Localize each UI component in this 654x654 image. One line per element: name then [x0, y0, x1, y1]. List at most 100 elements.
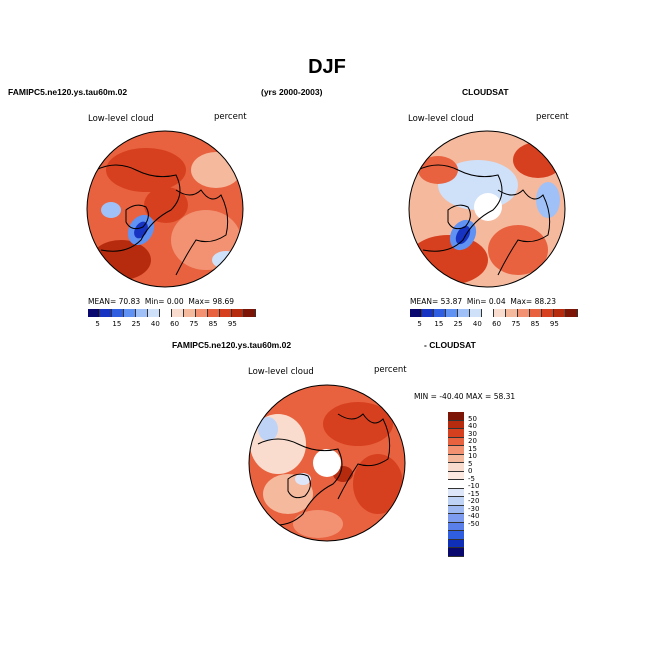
panel2-variable-label: Low-level cloud — [408, 114, 474, 124]
colorbar-swatch — [434, 309, 446, 317]
colorbar-swatch — [100, 309, 112, 317]
colorbar-swatch — [232, 309, 244, 317]
diff-colorbar-tick-label: -15 — [468, 489, 480, 498]
diff-colorbar-tick-label: -20 — [468, 497, 480, 506]
panel1-colorbar-ticks: 5 15 25 40 60 75 85 95 — [88, 318, 242, 330]
diff-colorbar-swatch — [448, 480, 464, 489]
diff-colorbar-tick-label: -10 — [468, 482, 480, 491]
diff-colorbar-swatch — [448, 420, 464, 430]
panel1-polar-map — [86, 130, 244, 288]
diff-colorbar-swatch — [448, 505, 464, 515]
diff-colorbar-swatch — [448, 471, 464, 481]
panel3-units-label: percent — [374, 365, 407, 375]
colorbar-swatch — [160, 309, 172, 317]
panel2-colorbar-ticks: 5 15 25 40 60 75 85 95 — [410, 318, 564, 330]
panel2-polar-map — [408, 130, 566, 288]
panel3-polar-map — [248, 384, 406, 542]
colorbar-tick-label: 40 — [472, 320, 482, 328]
diff-colorbar-swatch — [448, 437, 464, 447]
panel1-colorbar — [88, 309, 256, 317]
diff-colorbar-tick-label: -5 — [468, 474, 475, 483]
colorbar-tick-label: 75 — [189, 320, 199, 328]
colorbar-swatch — [88, 309, 100, 317]
colorbar-swatch — [446, 309, 458, 317]
years-label: (yrs 2000-2003) — [261, 87, 323, 97]
panel1-stats: MEAN= 70.83 Min= 0.00 Max= 98.69 — [88, 297, 235, 306]
diff-colorbar-swatch — [448, 514, 464, 523]
panel2-colorbar — [410, 309, 578, 317]
model-case-label: FAMIPC5.ne120.ys.tau60m.02 — [8, 87, 128, 97]
colorbar-swatch — [112, 309, 124, 317]
colorbar-tick-label: 75 — [511, 320, 521, 328]
diff-colorbar-tick-label: -50 — [468, 519, 480, 528]
colorbar-tick-label: 40 — [150, 320, 160, 328]
panel1-variable-label: Low-level cloud — [88, 114, 154, 124]
diff-colorbar-ticks: 50 40 30 20 15 10 5 0 -5 -10 -15 -20 -30 -40 -50 — [468, 412, 498, 542]
colorbar-swatch — [506, 309, 518, 317]
colorbar-swatch — [220, 309, 232, 317]
panel1-units-label: percent — [214, 112, 247, 122]
colorbar-tick-label: 5 — [417, 320, 422, 328]
diff-colorbar-tick-label: 20 — [468, 437, 477, 446]
colorbar-tick-label: 85 — [530, 320, 540, 328]
diff-colorbar-tick-label: 10 — [468, 452, 477, 461]
colorbar-swatch — [458, 309, 470, 317]
diff-colorbar-swatch — [448, 446, 464, 455]
colorbar-swatch — [566, 309, 578, 317]
colorbar-tick-label: 60 — [492, 320, 502, 328]
diff-colorbar-tick-label: -30 — [468, 504, 480, 513]
diff-model-label: FAMIPC5.ne120.ys.tau60m.02 — [172, 340, 292, 350]
diff-colorbar-swatch — [448, 454, 464, 464]
colorbar-swatch — [184, 309, 196, 317]
colorbar-tick-label: 85 — [208, 320, 218, 328]
diff-colorbar-swatch — [448, 497, 464, 506]
diff-colorbar-swatch — [448, 539, 464, 549]
obs-case-label: CLOUDSAT — [462, 87, 509, 97]
diff-colorbar-tick-label: 0 — [468, 467, 473, 476]
colorbar-tick-label: 95 — [227, 320, 237, 328]
colorbar-swatch — [124, 309, 136, 317]
diff-colorbar — [448, 412, 464, 557]
colorbar-swatch — [530, 309, 542, 317]
colorbar-swatch — [518, 309, 530, 317]
diff-colorbar-tick-label: 30 — [468, 429, 477, 438]
panel2-stats: MEAN= 53.87 Min= 0.04 Max= 88.23 — [410, 297, 557, 306]
diff-colorbar-tick-label: 15 — [468, 444, 477, 453]
panel3-minmax: MIN = -40.40 MAX = 58.31 — [414, 392, 516, 401]
diff-colorbar-swatch — [448, 531, 464, 540]
page-title: DJF — [308, 56, 346, 78]
colorbar-swatch — [196, 309, 208, 317]
colorbar-swatch — [208, 309, 220, 317]
diff-colorbar-tick-label: 50 — [468, 414, 477, 423]
diff-colorbar-swatch — [448, 463, 464, 472]
colorbar-swatch — [470, 309, 482, 317]
colorbar-swatch — [148, 309, 160, 317]
colorbar-swatch — [422, 309, 434, 317]
colorbar-swatch — [482, 309, 494, 317]
colorbar-tick-label: 5 — [95, 320, 100, 328]
colorbar-tick-label: 60 — [170, 320, 180, 328]
diff-colorbar-swatch — [448, 488, 464, 498]
diff-colorbar-swatch — [448, 548, 464, 557]
colorbar-tick-label: 25 — [131, 320, 141, 328]
colorbar-swatch — [410, 309, 422, 317]
colorbar-swatch — [494, 309, 506, 317]
colorbar-tick-label: 95 — [549, 320, 559, 328]
colorbar-swatch — [542, 309, 554, 317]
colorbar-swatch — [244, 309, 256, 317]
colorbar-tick-label: 15 — [434, 320, 444, 328]
diff-colorbar-tick-label: 5 — [468, 459, 473, 468]
diff-colorbar-swatch — [448, 429, 464, 438]
diff-colorbar-swatch — [448, 412, 464, 421]
diff-colorbar-swatch — [448, 522, 464, 532]
diff-colorbar-tick-label: -40 — [468, 512, 480, 521]
diff-obs-label: - CLOUDSAT — [424, 340, 476, 350]
colorbar-swatch — [554, 309, 566, 317]
colorbar-tick-label: 15 — [112, 320, 122, 328]
diff-colorbar-tick-label: 40 — [468, 422, 477, 431]
panel2-units-label: percent — [536, 112, 569, 122]
colorbar-swatch — [172, 309, 184, 317]
colorbar-swatch — [136, 309, 148, 317]
colorbar-tick-label: 25 — [453, 320, 463, 328]
panel3-variable-label: Low-level cloud — [248, 367, 314, 377]
